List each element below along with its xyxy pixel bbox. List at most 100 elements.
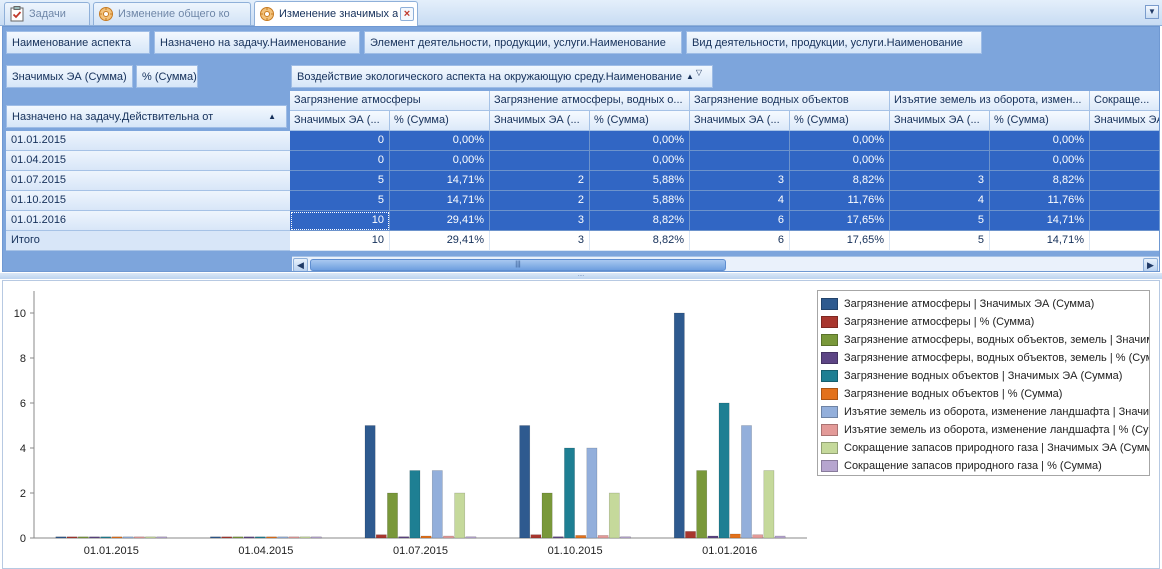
close-tab-icon[interactable]: × <box>400 7 414 21</box>
tab-change-general[interactable]: Изменение общего ко <box>93 2 251 25</box>
measure-header[interactable]: Значимых ЭА (... <box>1090 111 1159 131</box>
data-cell[interactable]: 6 <box>690 211 790 231</box>
bar <box>774 535 786 539</box>
data-cell[interactable]: 0,00% <box>390 131 490 151</box>
data-cell[interactable]: 0,00% <box>790 131 890 151</box>
data-cell[interactable]: 0,00% <box>590 151 690 171</box>
scroll-left-icon[interactable]: ◀ <box>293 258 308 271</box>
legend-label: Загрязнение атмосферы | % (Сумма) <box>844 316 1035 328</box>
data-cell[interactable] <box>1090 211 1159 231</box>
bar <box>718 402 730 539</box>
data-cell[interactable]: 0,00% <box>590 131 690 151</box>
scroll-right-icon[interactable]: ▶ <box>1143 258 1158 271</box>
scrollbar-thumb[interactable]: ||| <box>310 259 726 271</box>
legend-swatch <box>821 406 838 418</box>
data-cell[interactable]: 29,41% <box>390 211 490 231</box>
legend-swatch <box>821 316 838 328</box>
column-field-impact[interactable]: Воздействие экологического аспекта на ок… <box>291 65 713 88</box>
measure-header[interactable]: Значимых ЭА (... <box>690 111 790 131</box>
data-cell[interactable]: 17,65% <box>790 211 890 231</box>
data-cell[interactable] <box>1090 171 1159 191</box>
data-cell[interactable] <box>1090 131 1159 151</box>
row-header[interactable]: 01.10.2015 <box>6 191 293 211</box>
x-tick-label: 01.01.2016 <box>702 545 757 557</box>
measure-header[interactable]: % (Сумма) <box>390 111 490 131</box>
column-header-group[interactable]: Загрязнение атмосферы <box>290 91 490 111</box>
data-cell[interactable]: 2 <box>490 171 590 191</box>
horizontal-scrollbar[interactable]: ◀ ||| ▶ <box>292 256 1159 271</box>
data-cell[interactable] <box>890 151 990 171</box>
measure-header[interactable]: % (Сумма) <box>790 111 890 131</box>
filter-field-assigned-task-name[interactable]: Назначено на задачу.Наименование <box>154 31 360 54</box>
y-tick-label: 8 <box>20 353 26 365</box>
row-header[interactable]: 01.01.2015 <box>6 131 293 151</box>
data-cell[interactable]: 5 <box>290 191 390 211</box>
row-field-valid-from[interactable]: Назначено на задачу.Действительна от ▲ <box>6 105 287 128</box>
data-cell[interactable]: 0,00% <box>990 131 1090 151</box>
measure-header[interactable]: % (Сумма) <box>590 111 690 131</box>
filter-field-activity-element[interactable]: Элемент деятельности, продукции, услуги.… <box>364 31 682 54</box>
data-cell[interactable]: 0,00% <box>790 151 890 171</box>
legend-item: Загрязнение атмосферы, водных объектов, … <box>818 331 1149 349</box>
data-cell[interactable] <box>690 151 790 171</box>
data-cell[interactable] <box>890 131 990 151</box>
measure-header[interactable]: % (Сумма) <box>990 111 1090 131</box>
filter-field-aspect-name[interactable]: Наименование аспекта <box>6 31 150 54</box>
data-cell[interactable]: 10 <box>290 211 390 231</box>
filter-icon[interactable]: ▽ <box>695 68 703 77</box>
data-cell[interactable]: 0,00% <box>390 151 490 171</box>
data-cell[interactable]: 3 <box>690 171 790 191</box>
filter-field-activity-type[interactable]: Вид деятельности, продукции, услуги.Наим… <box>686 31 982 54</box>
measure-header[interactable]: Значимых ЭА (... <box>890 111 990 131</box>
column-header-group[interactable]: Сокраще... <box>1090 91 1159 111</box>
data-cell[interactable]: 3 <box>890 171 990 191</box>
splitter-handle[interactable]: .... <box>0 272 1162 279</box>
data-cell[interactable]: 0,00% <box>990 151 1090 171</box>
data-cell[interactable]: 3 <box>490 211 590 231</box>
data-cell[interactable]: 2 <box>490 191 590 211</box>
data-cell[interactable] <box>490 131 590 151</box>
data-cell[interactable]: 14,71% <box>390 171 490 191</box>
data-cell[interactable]: 4 <box>890 191 990 211</box>
column-header-group[interactable]: Загрязнение водных объектов <box>690 91 890 111</box>
data-cell[interactable] <box>1090 191 1159 211</box>
tab-change-significant[interactable]: Изменение значимых а × <box>254 1 418 26</box>
data-cell[interactable]: 14,71% <box>990 211 1090 231</box>
bar <box>620 536 631 539</box>
data-cell[interactable]: 8,82% <box>790 171 890 191</box>
total-cell: 8,82% <box>590 231 690 251</box>
data-cell[interactable]: 5 <box>290 171 390 191</box>
total-cell: 6 <box>690 231 790 251</box>
tab-tasks[interactable]: Задачи <box>4 2 90 25</box>
column-header-group[interactable]: Загрязнение атмосферы, водных о... <box>490 91 690 111</box>
row-header[interactable]: 01.07.2015 <box>6 171 293 191</box>
data-cell[interactable] <box>490 151 590 171</box>
total-cell: 29,41% <box>390 231 490 251</box>
data-cell[interactable]: 8,82% <box>990 171 1090 191</box>
bar <box>375 534 387 539</box>
data-field-percent-sum[interactable]: % (Сумма) <box>136 65 198 88</box>
data-cell[interactable]: 4 <box>690 191 790 211</box>
bar <box>310 536 322 539</box>
data-cell[interactable]: 5,88% <box>590 191 690 211</box>
data-cell[interactable]: 14,71% <box>390 191 490 211</box>
data-cell[interactable]: 11,76% <box>990 191 1090 211</box>
measure-header[interactable]: Значимых ЭА (... <box>290 111 390 131</box>
data-field-significant-sum[interactable]: Значимых ЭА (Сумма) <box>6 65 133 88</box>
tab-menu-chevron-down-icon[interactable]: ▼ <box>1145 5 1159 19</box>
row-header[interactable]: 01.04.2015 <box>6 151 293 171</box>
data-cell[interactable]: 0 <box>290 151 390 171</box>
data-cell[interactable]: 0 <box>290 131 390 151</box>
measure-header[interactable]: Значимых ЭА (... <box>490 111 590 131</box>
bar <box>454 492 466 539</box>
bar <box>77 536 89 539</box>
bar <box>232 536 244 539</box>
data-cell[interactable]: 5,88% <box>590 171 690 191</box>
data-cell[interactable] <box>1090 151 1159 171</box>
data-cell[interactable]: 11,76% <box>790 191 890 211</box>
data-cell[interactable]: 5 <box>890 211 990 231</box>
data-cell[interactable] <box>690 131 790 151</box>
row-header[interactable]: 01.01.2016 <box>6 211 293 231</box>
column-header-group[interactable]: Изъятие земель из оборота, измен... <box>890 91 1090 111</box>
data-cell[interactable]: 8,82% <box>590 211 690 231</box>
